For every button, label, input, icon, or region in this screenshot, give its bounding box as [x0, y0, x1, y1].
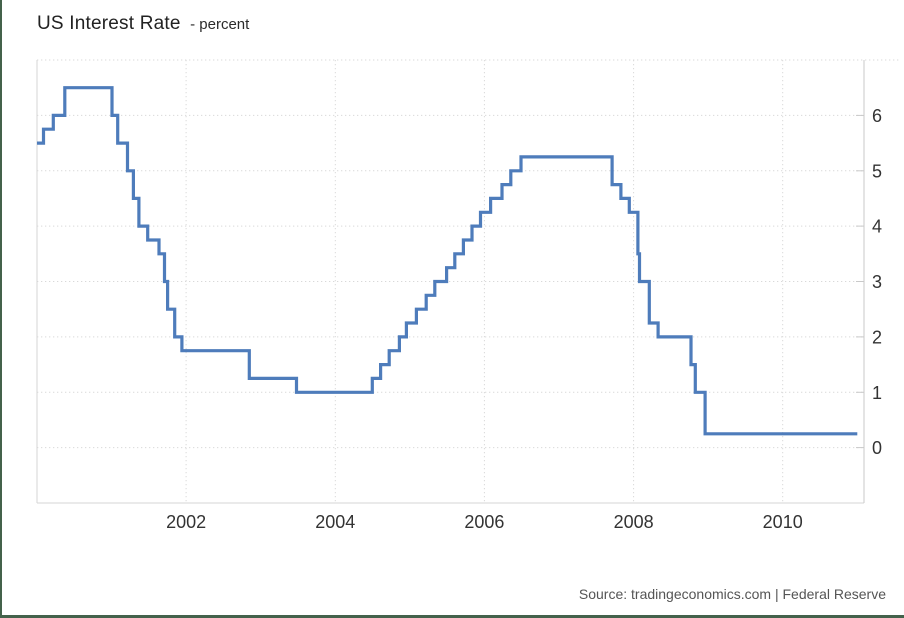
x-tick-label: 2008	[614, 512, 654, 532]
data-series-line	[37, 86, 858, 436]
y-tick-label: 5	[872, 161, 882, 181]
x-tick-label: 2004	[315, 512, 355, 532]
x-tick-label: 2002	[166, 512, 206, 532]
source-attribution: Source: tradingeconomics.com | Federal R…	[578, 586, 886, 602]
x-tick-label: 2010	[763, 512, 803, 532]
chart-header: US Interest Rate - percent	[37, 13, 249, 35]
chart-title: US Interest Rate	[37, 13, 181, 34]
x-tick-label: 2006	[464, 512, 504, 532]
y-tick-label: 4	[872, 217, 882, 237]
y-tick-label: 6	[872, 106, 882, 126]
y-tick-label: 1	[872, 383, 882, 403]
y-tick-label: 2	[872, 327, 882, 347]
chart-subtitle: - percent	[190, 16, 250, 33]
y-tick-label: 3	[872, 272, 882, 292]
y-tick-label: 0	[872, 438, 882, 458]
